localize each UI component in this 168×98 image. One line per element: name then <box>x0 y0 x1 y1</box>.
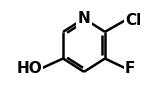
Text: HO: HO <box>16 61 42 76</box>
Text: F: F <box>125 61 135 76</box>
Text: Cl: Cl <box>125 13 141 28</box>
Text: N: N <box>78 11 90 26</box>
